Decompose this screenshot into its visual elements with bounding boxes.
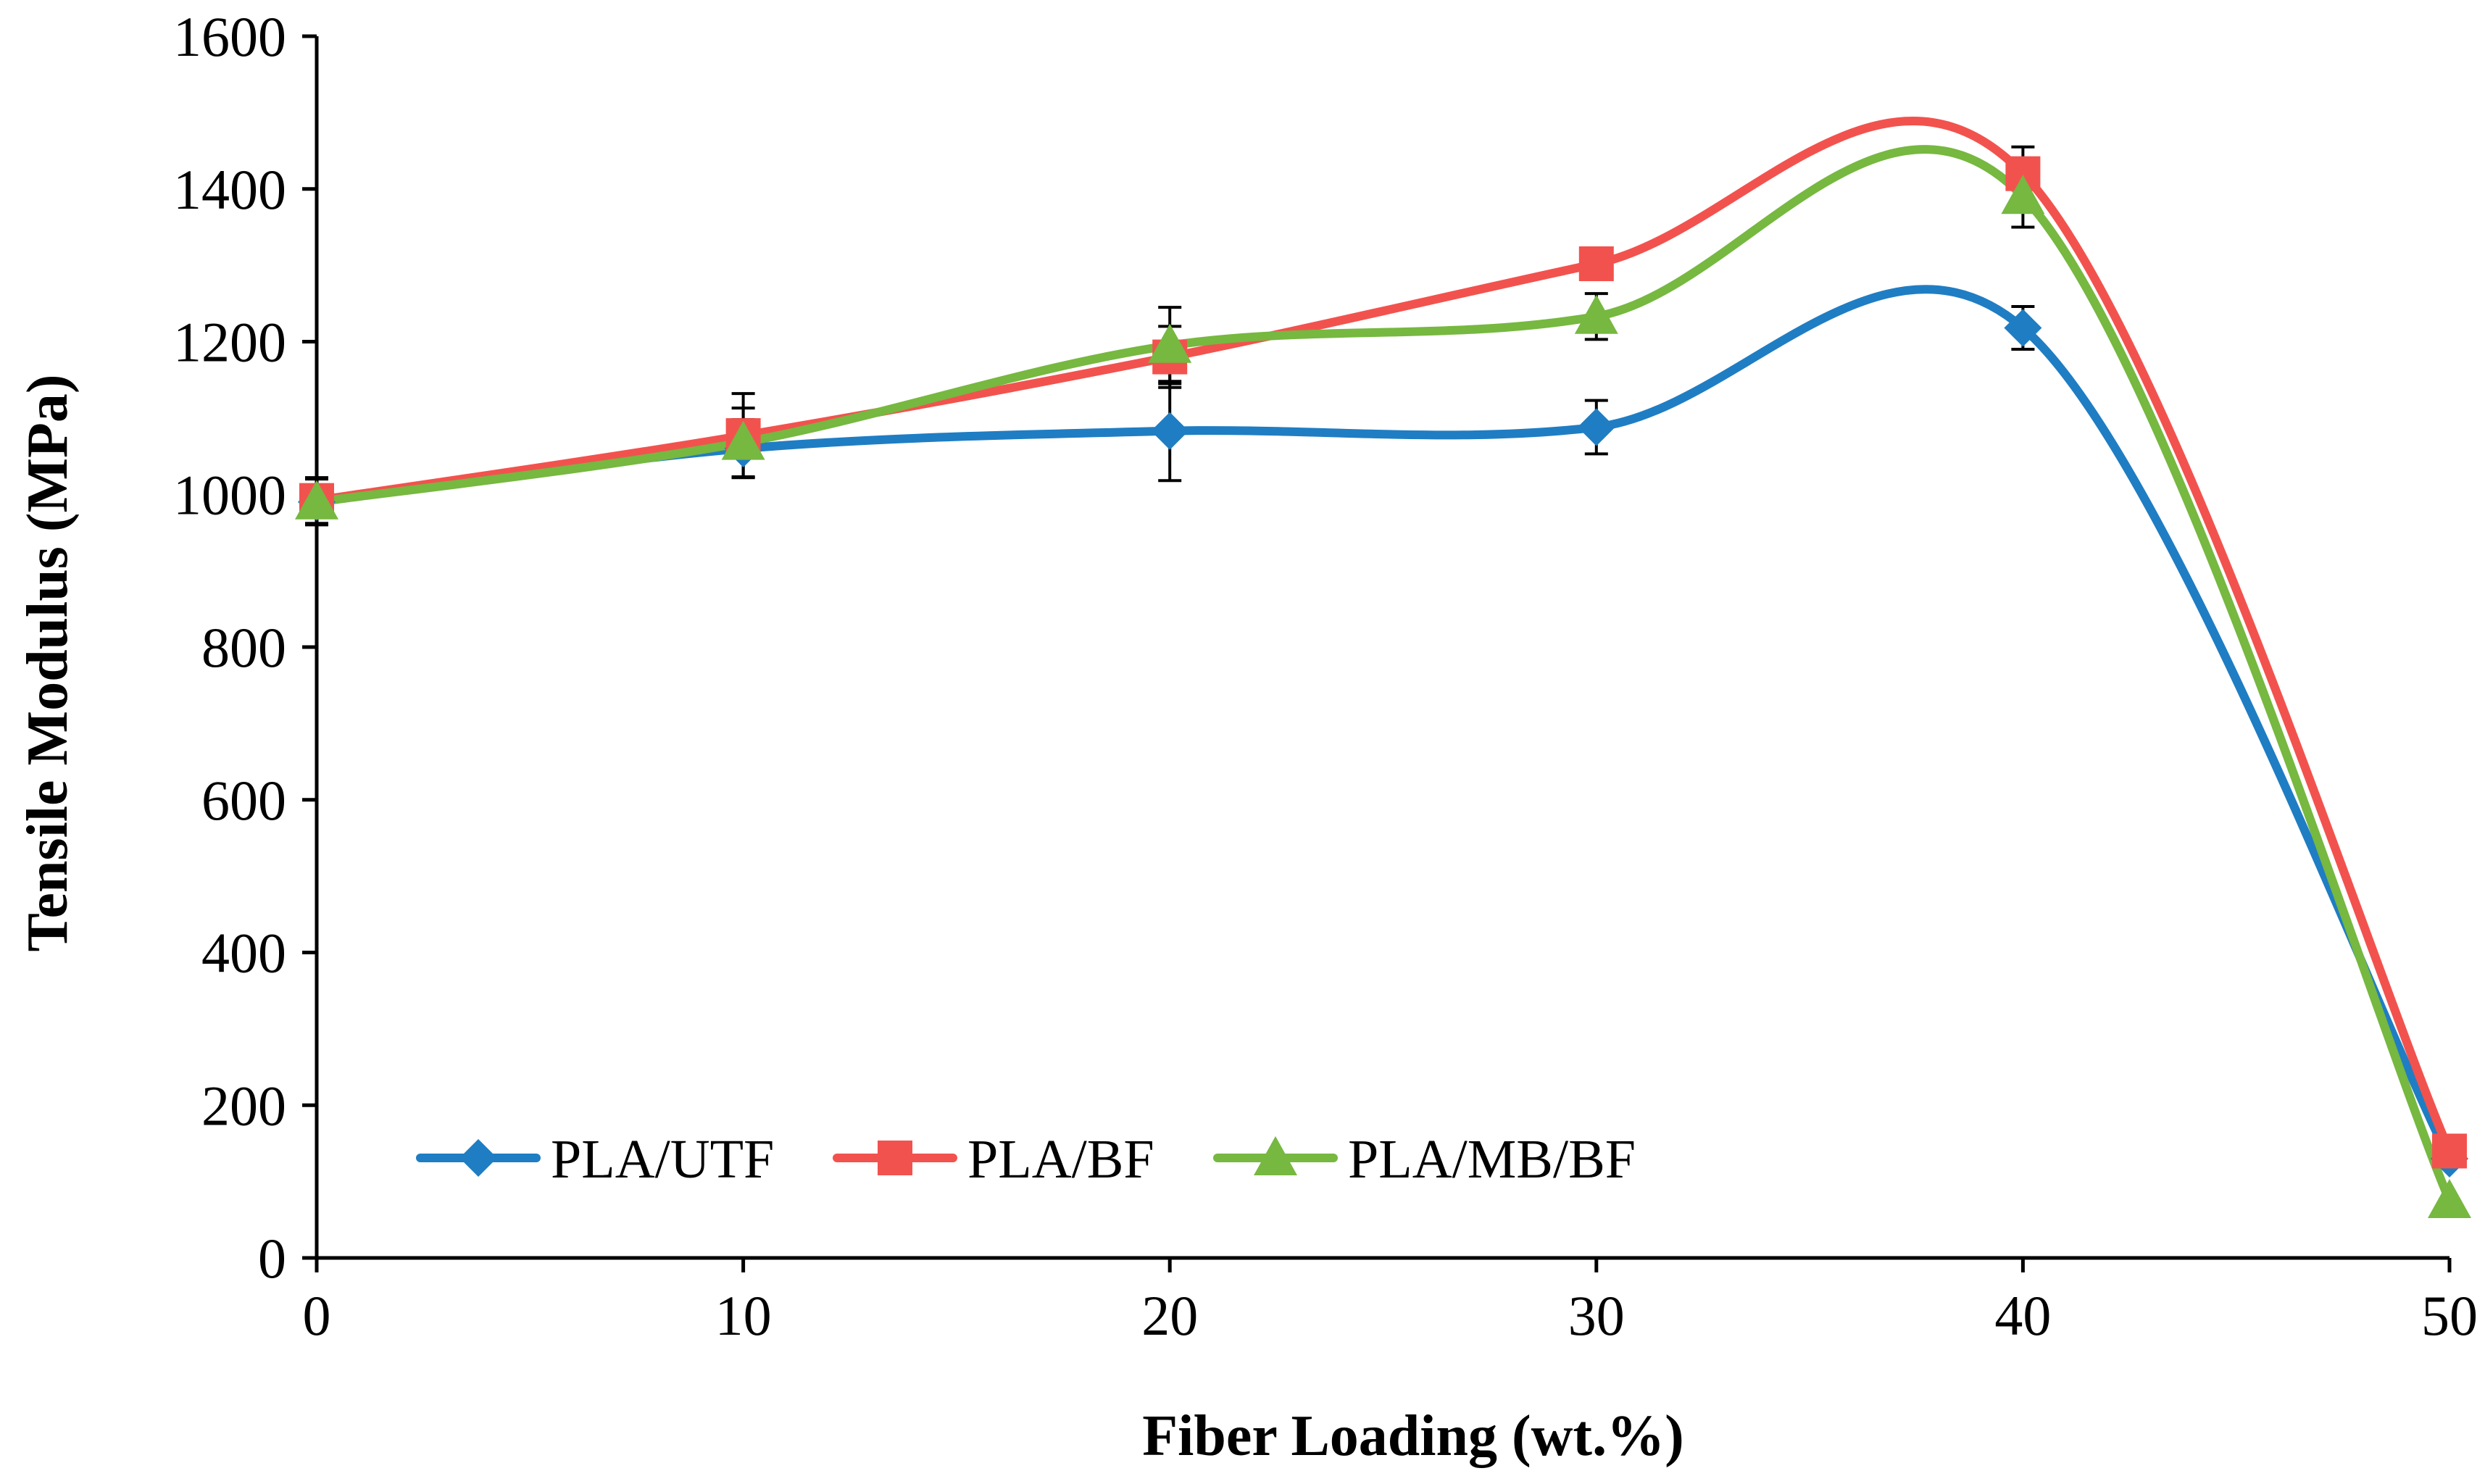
- y-tick-label: 400: [201, 922, 286, 985]
- x-tick-label: 40: [1994, 1284, 2051, 1347]
- legend-label-pla-mb-bf: PLA/MB/BF: [1348, 1129, 1636, 1190]
- x-tick-label: 20: [1141, 1284, 1198, 1347]
- x-axis-title: Fiber Loading (wt.%): [1142, 1404, 1683, 1468]
- x-tick-label: 0: [303, 1284, 331, 1347]
- data-point-pla-bf: [1578, 246, 1614, 282]
- y-tick-label: 1600: [173, 5, 286, 68]
- legend-label-pla-bf: PLA/BF: [967, 1129, 1154, 1190]
- ticks-layer: 0 200 400 600 800 1000 1200 1400 1600 0 10 20 30 40 50: [173, 5, 2478, 1347]
- data-point-pla-mb-bf: [1574, 294, 1618, 334]
- data-point-pla-mb-bf: [2001, 175, 2045, 214]
- data-point-pla-utf: [1151, 412, 1189, 450]
- y-tick-label: 600: [201, 769, 286, 832]
- y-tick-label: 200: [201, 1074, 286, 1137]
- y-tick-label: 0: [258, 1227, 286, 1290]
- y-tick-label: 800: [201, 616, 286, 679]
- y-tick-label: 1200: [173, 311, 286, 374]
- series-layer: [295, 117, 2471, 1218]
- data-point-pla-utf: [2004, 309, 2042, 347]
- axes-layer: [315, 36, 2449, 1260]
- legend-marker-pla-bf: [878, 1141, 912, 1175]
- legend-marker-pla-mb-bf: [1254, 1136, 1297, 1175]
- series-line-pla-bf: [312, 117, 2454, 1156]
- data-point-pla-bf: [2432, 1133, 2467, 1169]
- legend-layer: PLA/UTF PLA/BF PLA/MB/BF: [416, 1129, 1636, 1190]
- y-tick-label: 1000: [173, 463, 286, 526]
- y-axis-title: Tensile Modulus (MPa): [16, 374, 80, 951]
- legend-label-pla-utf: PLA/UTF: [551, 1129, 774, 1190]
- x-tick-label: 10: [715, 1284, 772, 1347]
- data-point-pla-mb-bf: [2428, 1178, 2471, 1218]
- y-tick-label: 1400: [173, 158, 286, 221]
- data-point-pla-utf: [1577, 408, 1615, 446]
- x-tick-label: 30: [1568, 1284, 1625, 1347]
- data-point-pla-mb-bf: [1148, 323, 1192, 363]
- series-line-pla-utf: [312, 285, 2454, 1164]
- x-tick-label: 50: [2421, 1284, 2478, 1347]
- legend-marker-pla-utf: [459, 1139, 497, 1177]
- data-point-pla-mb-bf: [721, 420, 765, 460]
- data-point-pla-mb-bf: [295, 480, 338, 520]
